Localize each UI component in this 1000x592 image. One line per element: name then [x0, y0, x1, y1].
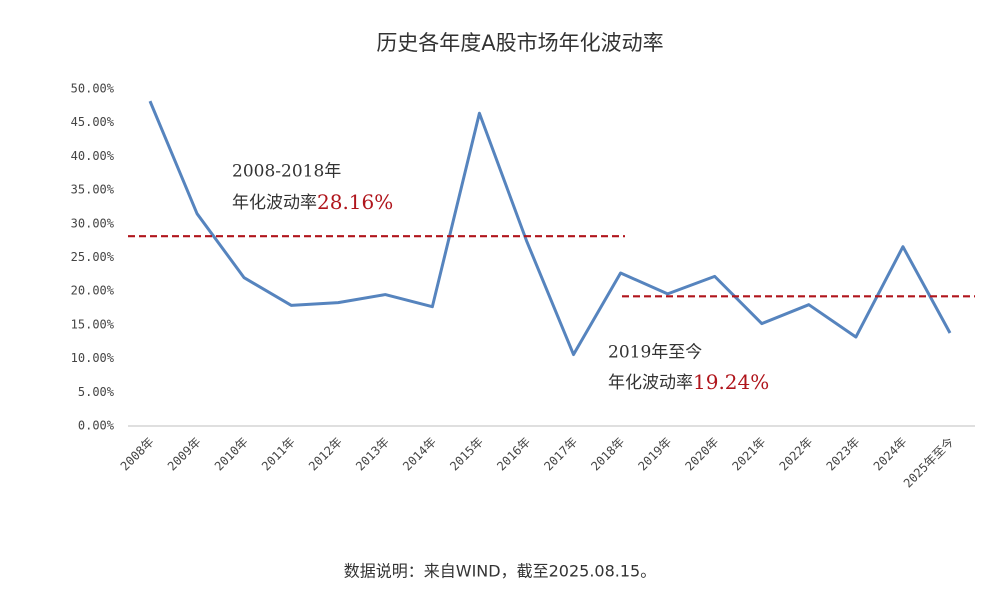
y-tick-label: 25.00% — [71, 250, 115, 264]
y-tick-label: 40.00% — [71, 149, 115, 163]
x-tick-label: 2019年 — [635, 435, 674, 474]
y-tick-label: 0.00% — [78, 419, 115, 433]
y-tick-label: 10.00% — [71, 351, 115, 365]
annotation-prefix: 年化波动率 — [608, 373, 693, 393]
x-tick-label: 2024年 — [871, 435, 910, 474]
x-tick-label: 2011年 — [259, 435, 298, 474]
y-tick-label: 30.00% — [71, 216, 115, 230]
x-tick-label: 2009年 — [165, 435, 204, 474]
annotation-label: 2008-2018年 — [232, 162, 341, 182]
x-tick-label: 2016年 — [494, 435, 533, 474]
x-tick-label: 2010年 — [212, 435, 251, 474]
annotation-text: 年化波动率28.16% — [232, 190, 393, 214]
x-tick-label: 2020年 — [682, 435, 721, 474]
chart-title: 历史各年度A股市场年化波动率 — [376, 31, 663, 55]
x-tick-label: 2018年 — [588, 435, 627, 474]
y-tick-label: 35.00% — [71, 183, 115, 197]
y-tick-label: 20.00% — [71, 284, 115, 298]
annotation-text: 年化波动率19.24% — [608, 370, 769, 394]
y-tick-label: 15.00% — [71, 317, 115, 331]
y-tick-label: 50.00% — [71, 82, 115, 96]
x-tick-label: 2012年 — [306, 435, 345, 474]
x-tick-label: 2022年 — [777, 435, 816, 474]
x-tick-label: 2015年 — [447, 435, 486, 474]
y-tick-label: 5.00% — [78, 385, 115, 399]
y-tick-label: 45.00% — [71, 115, 115, 129]
x-tick-label: 2025年至今 — [900, 434, 957, 491]
x-tick-label: 2008年 — [118, 435, 157, 474]
x-tick-label: 2023年 — [824, 435, 863, 474]
annotation-prefix: 年化波动率 — [232, 193, 317, 213]
annotation-value: 28.16% — [317, 190, 393, 214]
x-tick-label: 2021年 — [730, 435, 769, 474]
line — [148, 100, 952, 357]
annotation-label: 2019年至今 — [608, 343, 702, 363]
x-tick-label: 2017年 — [541, 435, 580, 474]
footnote: 数据说明：来自WIND，截至2025.08.15。 — [344, 562, 656, 581]
x-tick-label: 2014年 — [400, 435, 439, 474]
annotation-value: 19.24% — [693, 370, 769, 394]
x-tick-label: 2013年 — [353, 435, 392, 474]
